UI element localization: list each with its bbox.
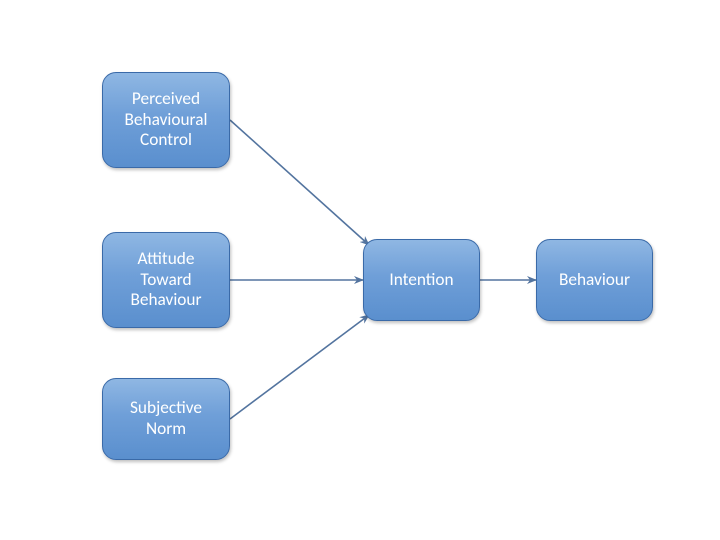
node-attitude-toward-behaviour: AttitudeTowardBehaviour xyxy=(102,232,230,328)
node-label: SubjectiveNorm xyxy=(130,398,202,440)
node-intention: Intention xyxy=(363,239,480,321)
node-perceived-behavioural-control: PerceivedBehaviouralControl xyxy=(102,72,230,168)
node-label: Intention xyxy=(389,270,453,291)
node-label: PerceivedBehaviouralControl xyxy=(125,89,208,151)
edge-pbc-to-intention xyxy=(230,120,369,245)
node-label: AttitudeTowardBehaviour xyxy=(130,249,201,311)
node-label: Behaviour xyxy=(559,270,630,291)
node-subjective-norm: SubjectiveNorm xyxy=(102,378,230,460)
edge-subjective-to-intention xyxy=(230,315,369,419)
diagram-canvas: PerceivedBehaviouralControl AttitudeTowa… xyxy=(0,0,720,540)
node-behaviour: Behaviour xyxy=(536,239,653,321)
